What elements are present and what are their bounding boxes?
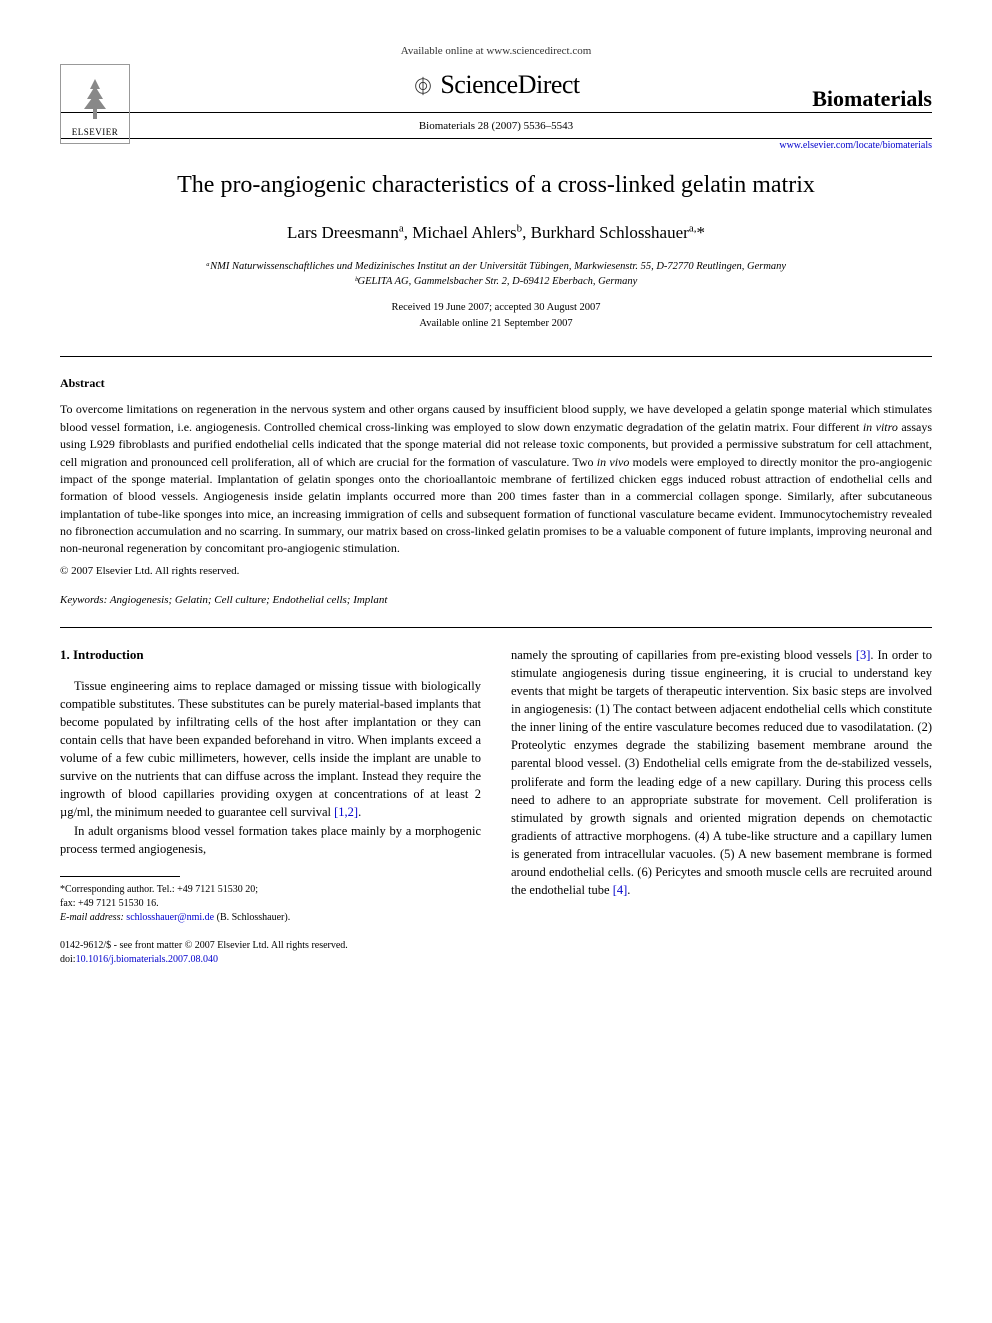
- abstract-top-rule: [60, 356, 932, 357]
- keywords-label: Keywords:: [60, 594, 107, 606]
- received-accepted: Received 19 June 2007; accepted 30 Augus…: [60, 300, 932, 316]
- article-dates: Received 19 June 2007; accepted 30 Augus…: [60, 300, 932, 332]
- abstract-copyright: © 2007 Elsevier Ltd. All rights reserved…: [60, 564, 932, 579]
- abstract-body: To overcome limitations on regeneration …: [60, 401, 932, 558]
- elsevier-label: ELSEVIER: [72, 126, 119, 139]
- front-matter: 0142-9612/$ - see front matter © 2007 El…: [60, 939, 481, 953]
- article-header: ELSEVIER Available online at www.science…: [60, 44, 932, 139]
- corr-email-line: E-mail address: schlosshauer@nmi.de (B. …: [60, 911, 481, 925]
- journal-url-link[interactable]: www.elsevier.com/locate/biomaterials: [779, 139, 932, 153]
- journal-brand: Biomaterials: [812, 84, 932, 115]
- affiliations: ᵃNMI Naturwissenschaftliches und Medizin…: [60, 259, 932, 291]
- intro-p3c: .: [627, 883, 630, 897]
- citation-3[interactable]: [3]: [856, 648, 871, 662]
- intro-para-2: In adult organisms blood vessel formatio…: [60, 822, 481, 858]
- intro-para-1: Tissue engineering aims to replace damag…: [60, 677, 481, 822]
- doi-label: doi:: [60, 954, 76, 965]
- citation-4[interactable]: [4]: [613, 883, 628, 897]
- citation-1-2[interactable]: [1,2]: [334, 805, 358, 819]
- corr-tel: *Corresponding author. Tel.: +49 7121 51…: [60, 883, 481, 897]
- affiliation-b: ᵇGELITA AG, Gammelsbacher Str. 2, D-6941…: [60, 274, 932, 290]
- intro-para-3: namely the sprouting of capillaries from…: [511, 646, 932, 900]
- keywords-bottom-rule: [60, 627, 932, 628]
- sciencedirect-text: ScienceDirect: [440, 67, 579, 103]
- sciencedirect-icon: [412, 75, 434, 97]
- available-online-text: Available online at www.sciencedirect.co…: [60, 44, 932, 59]
- article-title: The pro-angiogenic characteristics of a …: [60, 169, 932, 203]
- authors-line: Lars Dreesmanna, Michael Ahlersb, Burkha…: [60, 221, 932, 245]
- introduction-heading: 1. Introduction: [60, 646, 481, 665]
- footnote-divider: [60, 876, 180, 877]
- intro-p3a: namely the sprouting of capillaries from…: [511, 648, 856, 662]
- email-label: E-mail address:: [60, 912, 124, 923]
- email-name: (B. Schlosshauer).: [217, 912, 291, 923]
- available-online-date: Available online 21 September 2007: [60, 316, 932, 332]
- intro-p1-end: .: [358, 805, 361, 819]
- abstract-heading: Abstract: [60, 375, 932, 392]
- intro-p1-text: Tissue engineering aims to replace damag…: [60, 679, 481, 820]
- corresponding-author-footnote: *Corresponding author. Tel.: +49 7121 51…: [60, 883, 481, 925]
- keywords-values: Angiogenesis; Gelatin; Cell culture; End…: [110, 594, 388, 606]
- elsevier-logo: ELSEVIER: [60, 64, 130, 144]
- sciencedirect-brand: ScienceDirect: [60, 67, 932, 103]
- elsevier-tree-icon: [70, 74, 120, 124]
- doi-line: doi:10.1016/j.biomaterials.2007.08.040: [60, 953, 481, 967]
- column-right: namely the sprouting of capillaries from…: [511, 646, 932, 967]
- header-divider-top: [60, 112, 932, 113]
- footer-info: 0142-9612/$ - see front matter © 2007 El…: [60, 939, 481, 967]
- affiliation-a: ᵃNMI Naturwissenschaftliches und Medizin…: [60, 259, 932, 275]
- corr-fax: fax: +49 7121 51530 16.: [60, 897, 481, 911]
- intro-p3b: . In order to stimulate angiogenesis dur…: [511, 648, 932, 898]
- journal-reference: Biomaterials 28 (2007) 5536–5543: [60, 119, 932, 134]
- introduction-section: 1. Introduction Tissue engineering aims …: [60, 646, 932, 967]
- keywords-line: Keywords: Angiogenesis; Gelatin; Cell cu…: [60, 593, 932, 608]
- doi-link[interactable]: 10.1016/j.biomaterials.2007.08.040: [76, 954, 219, 965]
- column-left: 1. Introduction Tissue engineering aims …: [60, 646, 481, 967]
- email-link[interactable]: schlosshauer@nmi.de: [126, 912, 214, 923]
